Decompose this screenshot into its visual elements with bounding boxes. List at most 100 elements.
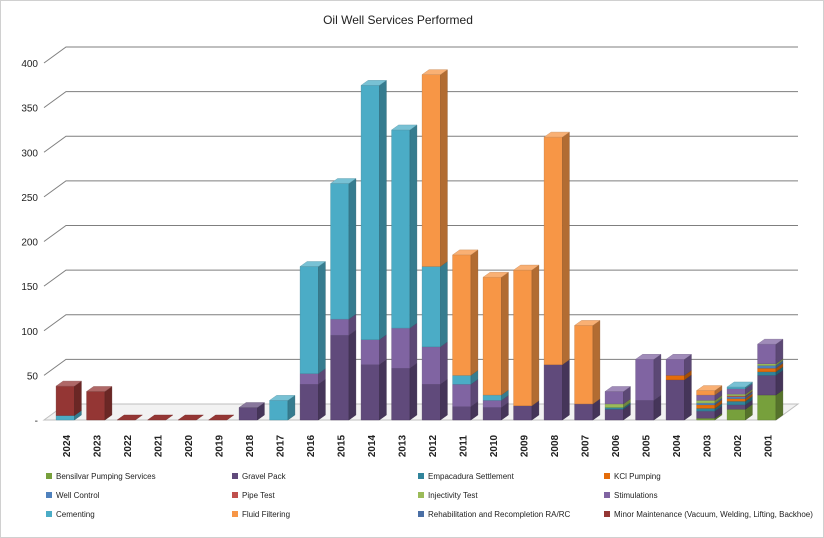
- x-tick-label: 2010: [489, 434, 500, 457]
- bar-fluid-filtering-2007-side: [592, 320, 601, 405]
- bars: [55, 69, 784, 421]
- gridline: [43, 269, 798, 287]
- bar-well-control-2003: [696, 402, 716, 406]
- x-tick-label: 2022: [123, 434, 134, 457]
- bar-injectivity-test-2001: [757, 363, 777, 366]
- y-tick-label: 250: [21, 193, 38, 204]
- bar-gravel-pack-2018: [238, 407, 258, 421]
- bar-cementing-2017: [269, 400, 289, 421]
- x-tick-label: 2009: [519, 434, 530, 457]
- bar-fluid-filtering-2010: [482, 277, 502, 396]
- bar-bensilvar-pumping-services-2003: [696, 418, 716, 421]
- legend-item: Empacadura Settlement: [418, 472, 515, 481]
- bar-cementing-2014: [360, 85, 380, 340]
- bar-gravel-pack-2015: [330, 335, 350, 421]
- bar-gravel-pack-2012-side: [440, 378, 448, 421]
- bar-gravel-pack-2007: [574, 403, 594, 421]
- x-tick-label: 2002: [733, 434, 744, 457]
- bar-kcl-pumping-2001: [757, 368, 777, 373]
- bar-fluid-filtering-2009: [513, 269, 533, 406]
- bar-cementing-2015-side: [348, 178, 357, 320]
- bar-gravel-pack-2002: [726, 404, 746, 410]
- bar-stimulations-2015: [330, 318, 350, 336]
- bar-stimulations-2001: [757, 343, 777, 364]
- gridline: [43, 314, 798, 332]
- legend-swatch: [604, 473, 610, 479]
- bar-empacadura-settlement-2002: [726, 401, 746, 406]
- bar-gravel-pack-2001: [757, 375, 777, 396]
- x-tick-label: 2011: [458, 435, 469, 457]
- bar-cementing-2015: [330, 183, 350, 320]
- bar-stimulations-2005-side: [653, 353, 662, 401]
- bar-stimulations-2013-side: [409, 322, 418, 369]
- bar-cementing-2016: [299, 266, 319, 374]
- bar-empacadura-settlement-2006: [604, 407, 624, 410]
- legend-swatch: [46, 473, 52, 479]
- bar-fluid-filtering-2011: [452, 254, 472, 376]
- bar-top-2005: [634, 354, 662, 360]
- bar-gravel-pack-2013-side: [409, 362, 418, 421]
- bar-top-2006: [604, 386, 632, 392]
- bar-stimulations-2016: [299, 373, 319, 385]
- x-tick-label: 2018: [245, 434, 256, 457]
- bar-top-2015: [329, 178, 357, 184]
- bar-stimulations-2012-side: [440, 341, 448, 385]
- bar-gravel-pack-2008-side: [562, 359, 570, 421]
- bar-stimulations-2010: [482, 400, 502, 408]
- bar-gravel-pack-2016: [299, 384, 319, 421]
- legend-label: Empacadura Settlement: [428, 472, 515, 481]
- y-tick-label: 200: [21, 238, 38, 249]
- bar-gravel-pack-2003: [696, 410, 716, 419]
- bar-minor-maintenance-vacuum-welding-lifting-backhoe-2024: [55, 385, 75, 416]
- legend-item: Minor Maintenance (Vacuum, Welding, Lift…: [604, 510, 813, 519]
- bar-top-2010: [482, 272, 510, 278]
- bar-fluid-filtering-2012: [421, 74, 441, 267]
- legend-item: Bensilvar Pumping Services: [46, 472, 156, 481]
- bar-gravel-pack-2011: [452, 406, 472, 421]
- bar-stimulations-2004: [665, 359, 685, 376]
- bar-cementing-2012-side: [440, 261, 448, 348]
- bar-top-2023: [85, 386, 113, 392]
- x-tick-label: 2001: [763, 434, 774, 457]
- x-tick-label: 2014: [367, 434, 378, 457]
- bar-empty-2020: [177, 414, 205, 421]
- bar-gravel-pack-2015-side: [348, 329, 357, 421]
- bar-top-2018: [238, 402, 266, 408]
- legend-swatch: [46, 492, 52, 498]
- legend-label: KCl Pumping: [614, 472, 661, 481]
- bar-gravel-pack-2006: [604, 409, 624, 421]
- bar-bensilvar-pumping-services-2001: [757, 394, 777, 421]
- x-tick-label: 2015: [336, 434, 347, 457]
- bar-empty-2022: [116, 414, 144, 421]
- legend-swatch: [232, 511, 238, 517]
- legend-swatch: [418, 492, 424, 498]
- x-tick-label: 2005: [641, 434, 652, 457]
- bar-fluid-filtering-2012-side: [440, 69, 448, 267]
- bar-cementing-2013-side: [409, 124, 418, 329]
- bar-minor-maintenance-vacuum-welding-lifting-backhoe-2024-side: [74, 380, 82, 416]
- bar-gravel-pack-2014: [360, 364, 380, 421]
- bar-fluid-filtering-2007: [574, 325, 594, 405]
- legend-label: Rehabilitation and Recompletion RA/RC: [428, 510, 571, 519]
- x-tick-label: 2020: [184, 434, 195, 457]
- bar-kcl-pumping-2002: [726, 398, 746, 402]
- bar-kcl-pumping-2003: [696, 404, 716, 409]
- x-tick-label: 2024: [62, 434, 73, 457]
- y-tick-label: 150: [21, 282, 38, 293]
- y-tick-label: 350: [21, 104, 38, 115]
- legend-swatch: [46, 511, 52, 517]
- bar-gravel-pack-2008: [543, 364, 563, 421]
- bar-stimulations-2005: [635, 359, 655, 401]
- bar-well-control-2002: [726, 396, 746, 399]
- bar-stimulations-2003: [696, 394, 716, 401]
- x-tick-label: 2012: [428, 434, 439, 457]
- bar-fluid-filtering-2008-side: [562, 131, 570, 366]
- x-tick-label: 2023: [92, 434, 103, 457]
- gridline: [43, 225, 798, 242]
- legend-label: Bensilvar Pumping Services: [56, 472, 156, 481]
- legend-item: Stimulations: [604, 491, 658, 500]
- bar-cementing-2014-side: [379, 79, 387, 341]
- legend-label: Minor Maintenance (Vacuum, Welding, Lift…: [614, 510, 813, 519]
- legend-label: Well Control: [56, 491, 100, 500]
